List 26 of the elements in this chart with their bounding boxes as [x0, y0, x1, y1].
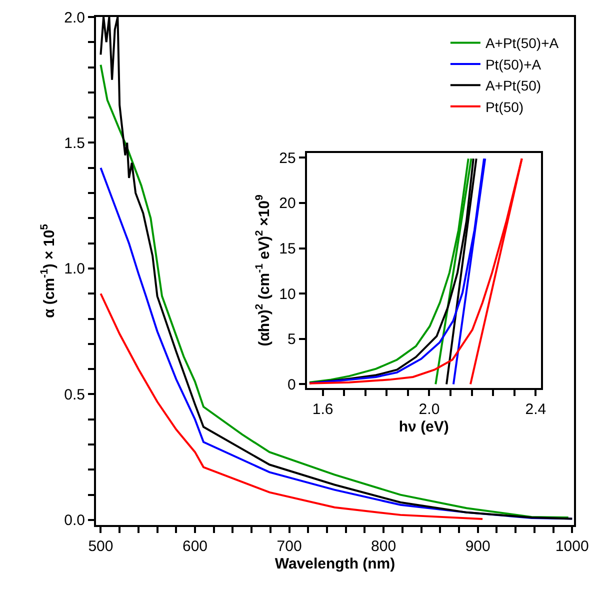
y-tick-label: 0.0: [64, 512, 85, 530]
y-tick-label: 0: [287, 376, 296, 394]
x-axis-title: Wavelength (nm): [274, 556, 396, 572]
x-tick-label: 2.0: [418, 400, 440, 418]
x-tick-label: 800: [371, 538, 396, 555]
y-tick-label: 5: [287, 331, 296, 348]
legend-label: Pt(50)+A: [485, 56, 542, 72]
y-tick-label: 15: [279, 240, 296, 258]
x-tick-label: 600: [182, 538, 208, 555]
y-tick-label: 20: [279, 195, 296, 212]
x-tick-label: 700: [276, 538, 302, 555]
x-tick-label: 1.6: [312, 400, 334, 418]
legend-label: A+Pt(50)+A: [485, 35, 560, 52]
y-tick-label: 1.5: [64, 134, 85, 152]
y-tick-label: 0.5: [64, 386, 85, 404]
y-tick-label: 10: [279, 286, 296, 303]
legend-label: Pt(50): [485, 98, 524, 115]
y-tick-label: 25: [279, 150, 296, 167]
x-tick-label: 1000: [555, 538, 589, 555]
y-tick-label: 1.0: [64, 260, 85, 278]
x-tick-label: 2.4: [525, 400, 546, 418]
x-tick-label: 900: [465, 538, 490, 555]
legend-label: A+Pt(50): [485, 78, 542, 94]
y-tick-label: 2.0: [64, 9, 85, 26]
x-tick-label: 500: [88, 538, 114, 555]
x-axis-title: hν (eV): [398, 418, 449, 436]
